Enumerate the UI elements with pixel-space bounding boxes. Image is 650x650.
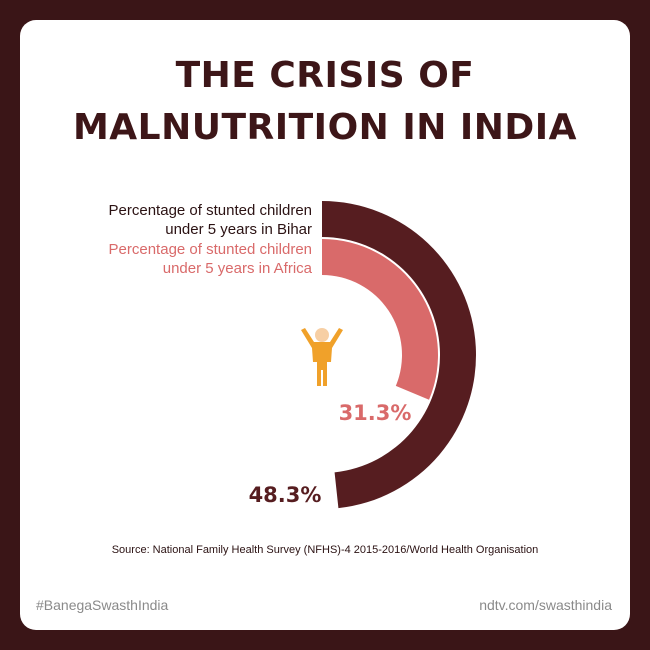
legend-label-africa-line-2: under 5 years in Africa bbox=[162, 260, 312, 277]
page-title: THE CRISIS OF MALNUTRITION IN INDIA bbox=[20, 50, 630, 154]
title-line-2: MALNUTRITION IN INDIA bbox=[72, 107, 578, 148]
radial-bar-chart: 31.3% 48.3% bbox=[249, 201, 477, 509]
legend-label-africa-line-1: Percentage of stunted children bbox=[108, 241, 312, 258]
legend-label-bihar-line-1: Percentage of stunted children bbox=[108, 202, 312, 219]
data-label-africa: 31.3% bbox=[339, 401, 412, 425]
bar-africa bbox=[322, 239, 438, 400]
data-label-bihar: 48.3% bbox=[249, 483, 322, 507]
legend-label-africa: Percentage of stunted children under 5 y… bbox=[109, 240, 312, 278]
title-line-1: THE CRISIS OF bbox=[175, 55, 475, 96]
infographic-card: THE CRISIS OF MALNUTRITION IN INDIA Perc… bbox=[20, 20, 630, 630]
source-note: Source: National Family Health Survey (N… bbox=[111, 544, 539, 556]
website-link[interactable]: ndtv.com/swasthindia bbox=[479, 597, 612, 613]
child-figure-icon bbox=[301, 328, 343, 386]
hashtag-text: #BanegaSwasthIndia bbox=[36, 597, 169, 613]
legend-label-bihar-line-2: under 5 years in Bihar bbox=[165, 221, 312, 238]
legend-label-bihar: Percentage of stunted children under 5 y… bbox=[109, 201, 312, 239]
bar-bihar bbox=[322, 201, 477, 509]
